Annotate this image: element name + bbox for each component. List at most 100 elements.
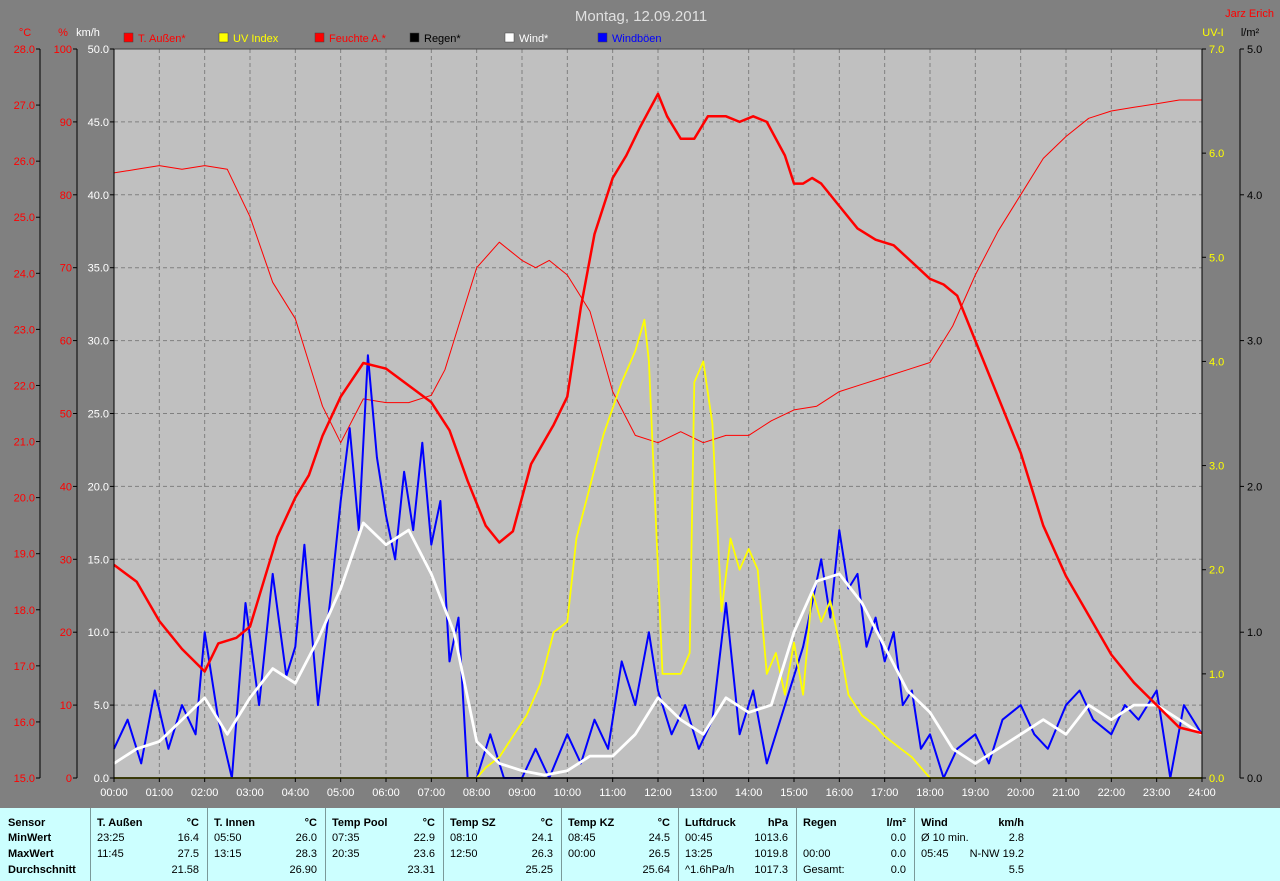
stats-min-label: 08:45 [568,832,596,844]
wind-axis-tick-label: 10.0 [88,627,109,639]
wind-axis-tick-label: 35.0 [88,263,109,275]
stats-max-value: 27.5 [177,848,199,860]
x-axis-tick-label: 15:00 [780,787,808,799]
temp-axis-tick-label: 27.0 [14,100,35,112]
x-axis-tick-label: 09:00 [508,787,536,799]
stats-header-value: km/h [998,817,1024,829]
stats-header-value: l/m² [886,817,906,829]
uv-axis-tick-label: 6.0 [1209,148,1224,160]
temp-axis-tick-label: 28.0 [14,44,35,56]
temp-axis-tick-label: 25.0 [14,212,35,224]
x-axis-tick-label: 20:00 [1007,787,1035,799]
stats-column-wind: Wind km/h Ø 10 min. 2.8 05:45 N-NW 19.2 5.5 [914,808,1032,881]
stats-column-temp-sz: Temp SZ °C 08:10 24.1 12:50 26.3 25.25 [443,808,561,881]
stats-header-label: T. Außen [97,817,143,829]
weather-chart: 15.0 16.0 17.0 18.0 19.0 20.0 21.0 22.0 23.0 24.0… [13,8,1274,799]
stats-avg-value: 0.0 [890,864,906,876]
stats-max-label: 12:50 [450,848,478,860]
rain-axis-tick-label: 4.0 [1247,190,1262,202]
legend-swatch [504,32,515,43]
humidity-axis-tick-label: 50 [60,409,72,421]
stats-min-value: 1013.6 [754,832,788,844]
stats-min-label: Ø 10 min. [921,832,969,844]
sensor-header: Sensor [8,817,46,829]
stats-avg-value: 25.64 [642,864,670,876]
x-axis-tick-label: 13:00 [690,787,718,799]
rain-axis-tick-label: 0.0 [1247,773,1262,785]
x-axis-tick-label: 14:00 [735,787,763,799]
stats-header-label: Temp KZ [568,817,615,829]
stats-header-value: °C [657,817,670,829]
humidity-axis-tick-label: 90 [60,117,72,129]
stats-min-label: 23:25 [97,832,125,844]
rain-axis-tick-label: 2.0 [1247,481,1262,493]
stats-header-label: T. Innen [214,817,255,829]
stats-avg-value: 1017.3 [754,864,788,876]
temp-axis-tick-label: 26.0 [14,156,35,168]
legend-label: T. Außen* [138,33,186,45]
stats-column-temp-kz: Temp KZ °C 08:45 24.5 00:00 26.5 25.64 [561,808,678,881]
stats-max-label: 20:35 [332,848,360,860]
rain-axis-unit: l/m² [1241,27,1260,39]
stats-max-value: 0.0 [890,848,906,860]
stats-header-label: Wind [921,817,948,829]
legend: T. Außen* UV Index Feuchte A.* Regen* Wind* W… [123,32,662,45]
x-axis-tick-label: 22:00 [1098,787,1126,799]
wind-axis-tick-label: 15.0 [88,554,109,566]
stats-min-label: 07:35 [332,832,360,844]
x-axis-tick-label: 24:00 [1188,787,1216,799]
temp-axis-tick-label: 21.0 [14,437,35,449]
temp-axis-tick-label: 20.0 [14,493,35,505]
temp-axis-tick-label: 17.0 [14,661,35,673]
legend-swatch [597,32,608,43]
x-axis-tick-label: 11:00 [599,787,626,799]
x-axis-tick-label: 18:00 [916,787,944,799]
humidity-axis-tick-label: 10 [60,700,72,712]
x-axis-tick-label: 08:00 [463,787,491,799]
temp-axis-tick-label: 16.0 [14,717,35,729]
wind-axis-unit: km/h [76,27,100,39]
stats-avg-value: 5.5 [1008,864,1024,876]
stats-max-value: 23.6 [413,848,435,860]
stats-header-label: Regen [803,817,837,829]
humidity-axis-unit: % [58,27,68,39]
stats-avg-value: 21.58 [171,864,199,876]
stats-max-value: N-NW 19.2 [969,848,1024,860]
uv-axis-tick-label: 1.0 [1209,669,1224,681]
stats-min-value: 22.9 [413,832,435,844]
x-axis-tick-label: 10:00 [554,787,582,799]
stats-column-temp-pool: Temp Pool °C 07:35 22.9 20:35 23.6 23.31 [325,808,443,881]
stats-sensor-column: Sensor MinWert MaxWert Durchschnitt [0,808,90,881]
stats-min-value: 16.4 [177,832,199,844]
stats-avg-value: 26.90 [289,864,317,876]
temp-axis-tick-label: 24.0 [14,268,35,280]
x-axis-tick-label: 23:00 [1143,787,1171,799]
stats-min-value: 2.8 [1008,832,1024,844]
stats-header-value: °C [540,817,553,829]
wind-axis-tick-label: 0.0 [94,773,109,785]
stats-min-label: 05:50 [214,832,242,844]
stats-header-value: °C [422,817,435,829]
humidity-axis-tick-label: 40 [60,481,72,493]
legend-swatch [218,32,229,43]
rain-axis-tick-label: 5.0 [1247,44,1262,56]
stats-column-regen: Regen l/m² 0.0 00:00 0.0 Gesamt: 0.0 [796,808,914,881]
chart-title: Montag, 12.09.2011 [575,8,707,25]
series-line-uv-index [114,318,1202,779]
humidity-axis-tick-label: 30 [60,554,72,566]
x-axis-tick-label: 00:00 [100,787,128,799]
humidity-axis-tick-label: 60 [60,336,72,348]
x-axis-tick-label: 06:00 [372,787,400,799]
stats-max-value: 26.3 [531,848,553,860]
stats-max-label: 13:25 [685,848,713,860]
stats-max-label: 00:00 [803,848,831,860]
stats-min-label: 00:45 [685,832,713,844]
stats-header-value: hPa [767,817,788,829]
rain-axis-tick-label: 1.0 [1247,627,1262,639]
stats-avg-label: Gesamt: [803,864,845,876]
avg-row-label: Durchschnitt [8,864,76,876]
temp-axis-tick-label: 22.0 [14,380,35,392]
uv-axis-tick-label: 0.0 [1209,773,1224,785]
stats-panel: Sensor MinWert MaxWert Durchschnitt T. A… [0,808,1280,881]
stats-max-value: 26.5 [648,848,670,860]
